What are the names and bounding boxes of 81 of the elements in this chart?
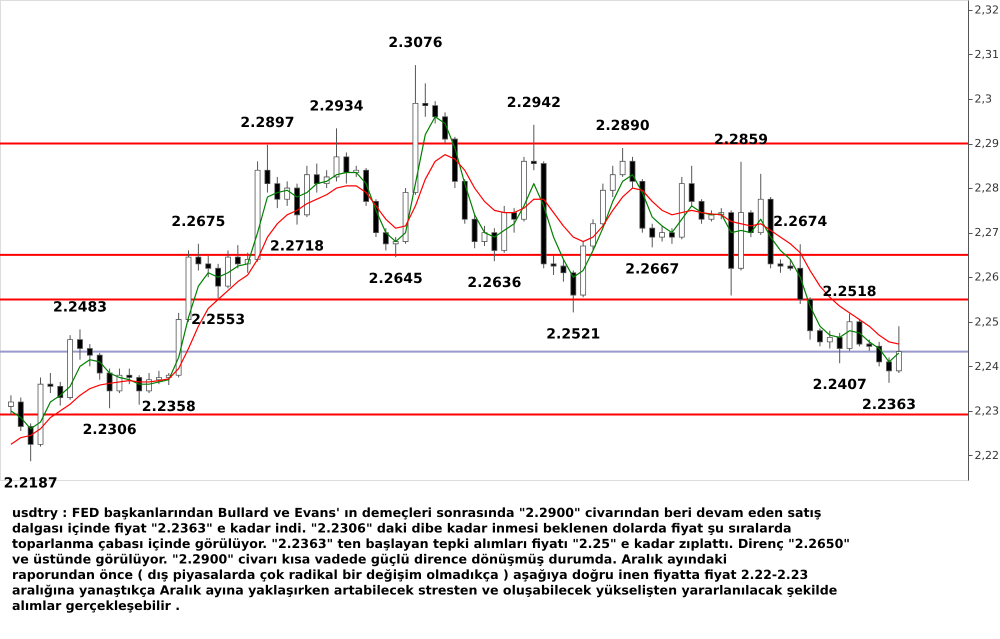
y-tick-label: 2,26	[974, 270, 999, 284]
candlestick	[264, 144, 270, 194]
candlestick	[8, 394, 14, 416]
candlestick	[156, 370, 162, 385]
candlestick	[630, 156, 636, 189]
y-tick-label: 2,28	[974, 182, 999, 195]
text: toparlanma çabası içinde görülüyor. "2.2363" ten başlayan tepki alımları fiyatı "2.25" e kadar zıplattı. Direnç "2.2650"	[12, 536, 850, 551]
candlestick	[817, 328, 823, 347]
candlestick	[343, 152, 350, 184]
candlestick	[234, 244, 241, 269]
annotation: 2.2407	[812, 377, 867, 394]
annotation: 2.2187	[4, 475, 58, 492]
text: usdtry : FED başkanlarından Bullard ve Evans' ın demeçleri sonrasında "2.2900" civarından beri devam eden satış	[12, 505, 822, 520]
candlestick	[649, 223, 656, 248]
y-tick-label: 2,25	[974, 315, 999, 328]
candlestick	[334, 128, 340, 182]
y-tick-label: 2,3	[974, 92, 992, 106]
annotation: 2.2521	[546, 326, 600, 342]
annotation: 2.2358	[142, 399, 196, 416]
y-tick-label: 2,24	[974, 360, 999, 373]
candlestick	[422, 82, 428, 118]
candlestick	[876, 341, 882, 367]
candlestick	[442, 112, 448, 144]
candlestick	[126, 368, 132, 385]
candlestick	[215, 263, 222, 299]
candlestick	[47, 372, 54, 394]
candlestick	[620, 147, 626, 178]
candlestick	[511, 208, 517, 234]
candlestick	[659, 225, 665, 242]
candlestick	[778, 258, 784, 274]
annotation: 2.2645	[368, 271, 423, 288]
annotation: 2.2667	[625, 261, 680, 278]
annotation: 2.2890	[596, 118, 650, 134]
candlestick	[472, 214, 478, 249]
annotation: 2.2897	[240, 114, 294, 131]
candlestick	[896, 326, 902, 374]
candlestick	[836, 332, 843, 364]
candlestick	[205, 255, 212, 278]
annotation: 2.2306	[82, 422, 137, 438]
candlestick	[856, 319, 862, 347]
annotation: 2.2942	[506, 94, 561, 111]
candlestick	[77, 328, 83, 360]
y-tick-label: 2,31	[974, 48, 999, 61]
candlestick	[688, 165, 695, 206]
y-tick-label: 2,29	[974, 137, 999, 150]
candlestick	[590, 218, 596, 251]
text: dalgası içinde fiyat "2.2363" e kadar indi. "2.2306" daki dibe kadar inmesi beklenen dolarda fiyat şu sıralarda	[12, 520, 792, 536]
y-tick-label: 2,23	[974, 404, 999, 418]
annotation: 2.2674	[773, 214, 828, 230]
candlestick	[886, 356, 892, 384]
candlestick	[106, 368, 112, 409]
candlestick	[530, 124, 537, 171]
y-tick-label: 2,27	[974, 226, 999, 240]
annotation: 2.2518	[822, 284, 877, 300]
candlestick	[787, 258, 794, 272]
candlestick	[610, 165, 616, 198]
annotation: 2.2718	[270, 238, 324, 255]
candlestick	[195, 243, 202, 272]
candlestick	[560, 258, 566, 282]
text: raporundan önce ( dış piyasalarda çok radikal bir değişim olmadıkça ) aşağıya doğru inen fiyatta fiyat 2.22-2.23	[12, 567, 808, 582]
candlestick	[748, 210, 754, 238]
candlestick	[866, 339, 872, 352]
annotation: 2.2636	[467, 275, 522, 292]
candlestick	[669, 228, 675, 244]
annotation: 2.2483	[52, 299, 107, 316]
candlestick	[86, 344, 93, 367]
text: aralığına yanaştıkça Aralık ayına yaklaşırken artabilecek stresten ve oluşabilecek yükselişten yararlanılacak şekilde	[12, 582, 838, 598]
candlestick	[550, 254, 556, 276]
candlestick	[698, 198, 704, 224]
annotation: 2.3076	[388, 35, 442, 52]
candlestick	[491, 228, 498, 262]
candlestick	[826, 330, 833, 350]
annotation: 2.2934	[309, 98, 364, 114]
candlestick	[482, 225, 488, 247]
y-tick-label: 2,32	[974, 3, 999, 16]
annotation: 2.2675	[171, 214, 226, 230]
y-tick-label: 2,22	[974, 448, 999, 462]
text: alımlar gerçekleşebilir .	[12, 598, 180, 613]
annotation: 2.2363	[862, 396, 916, 413]
text: ve üstünde görülüyor. "2.2900" civarı kısa vadede güçlü dirence dönüşmüş durumda. Aralık ayındaki	[12, 552, 728, 566]
candlestick	[432, 100, 438, 124]
